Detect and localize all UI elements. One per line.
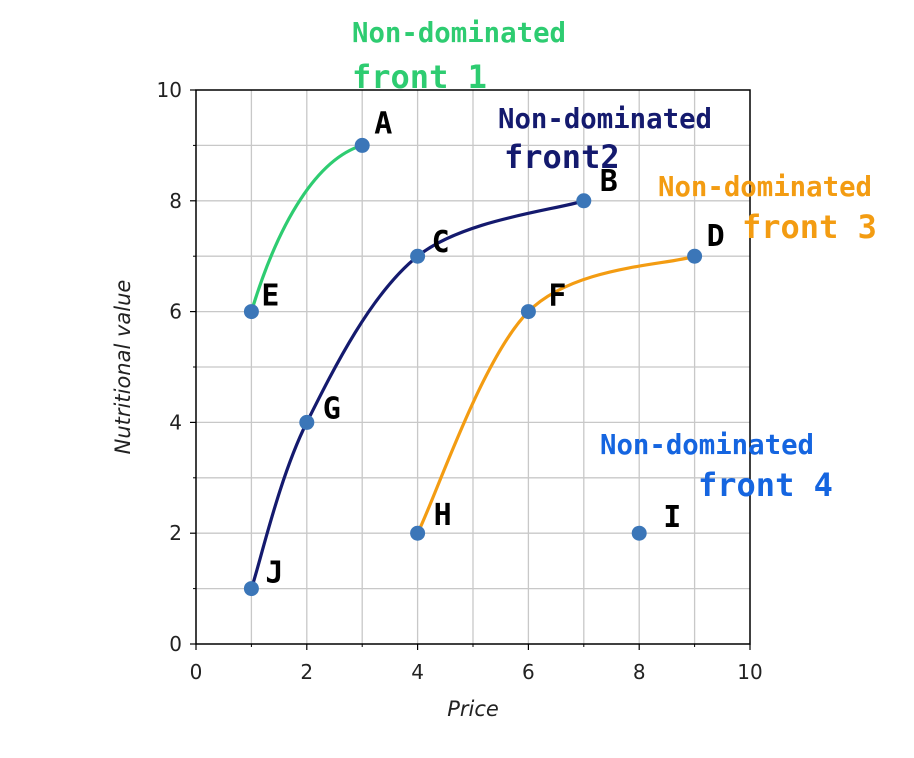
data-point xyxy=(299,414,315,430)
y-tick-label: 8 xyxy=(169,189,182,213)
data-point xyxy=(687,248,703,264)
data-point xyxy=(576,193,592,209)
front-annotation-line2: front 3 xyxy=(742,208,877,246)
data-point xyxy=(354,137,370,153)
data-point xyxy=(243,581,259,597)
grid xyxy=(196,90,750,644)
data-point xyxy=(243,304,259,320)
point-label: H xyxy=(434,498,452,533)
front-annotation-line2: front 4 xyxy=(698,466,833,504)
y-tick-label: 0 xyxy=(169,632,182,656)
data-points xyxy=(243,137,703,597)
front-annotation-line1: Non-dominated xyxy=(658,170,872,203)
point-label: G xyxy=(323,391,341,426)
data-point xyxy=(631,525,647,541)
y-tick-label: 6 xyxy=(169,300,182,324)
y-tick-label: 4 xyxy=(169,410,182,434)
front-curve xyxy=(249,143,364,314)
point-label: J xyxy=(265,556,283,591)
front-curve xyxy=(249,199,586,591)
x-tick-label: 2 xyxy=(300,660,313,684)
front-annotation-line2: front 1 xyxy=(352,58,487,96)
x-tick-label: 10 xyxy=(737,660,762,684)
point-label: A xyxy=(374,106,392,141)
x-tick-label: 0 xyxy=(190,660,203,684)
data-point xyxy=(520,304,536,320)
front-annotation-line1: Non-dominated xyxy=(498,102,712,135)
axis-ticks: 0 2 4 6 8 10 0 2 4 6 8 10 xyxy=(157,78,763,684)
x-tick-label: 4 xyxy=(411,660,424,684)
front-annotation-line1: Non-dominated xyxy=(600,428,814,461)
y-axis-label: Nutritional value xyxy=(111,280,135,455)
point-label: F xyxy=(548,279,566,314)
y-tick-label: 10 xyxy=(157,78,182,102)
point-label: C xyxy=(432,225,450,260)
data-point xyxy=(410,248,426,264)
front-annotation-line1: Non-dominated xyxy=(352,16,566,49)
point-label: I xyxy=(663,500,681,535)
x-tick-label: 6 xyxy=(522,660,535,684)
point-label: D xyxy=(707,219,725,254)
point-labels: A B C D E F G H I J xyxy=(261,106,724,590)
point-label: B xyxy=(600,164,618,199)
data-point xyxy=(410,525,426,541)
y-tick-label: 2 xyxy=(169,521,182,545)
x-tick-label: 8 xyxy=(633,660,646,684)
point-label: E xyxy=(261,279,279,314)
front-annotation-line2: front2 xyxy=(504,138,620,176)
x-axis-label: Price xyxy=(447,697,499,721)
